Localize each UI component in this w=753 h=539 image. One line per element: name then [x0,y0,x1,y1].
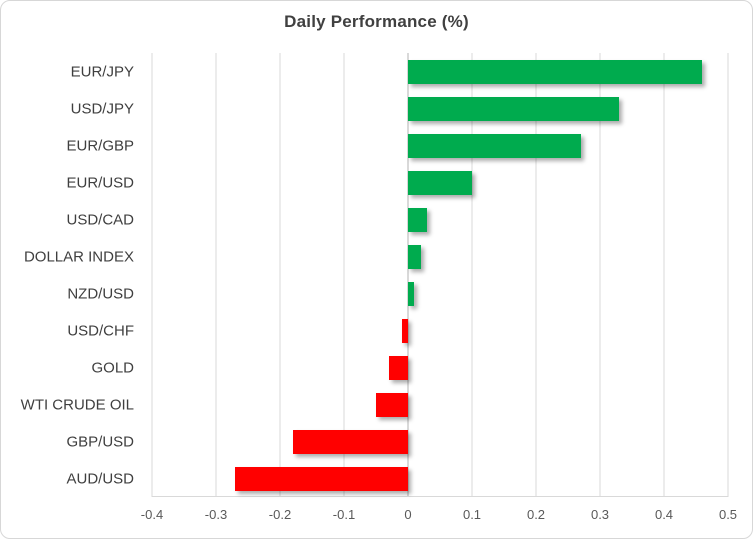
bar-negative [388,355,408,380]
bar-negative [235,466,408,491]
bar-positive [408,207,428,232]
bar-row: USD/JPY [71,90,728,127]
x-tick-label: 0.2 [526,507,546,522]
category-label: USD/CHF [67,322,134,339]
category-label: EUR/JPY [70,63,134,80]
chart-title: Daily Performance (%) [284,12,469,31]
bar-positive [408,281,415,306]
x-tick-label: 0.4 [654,507,674,522]
bar-positive [408,244,421,269]
category-label: WTI CRUDE OIL [20,396,134,413]
x-tick-label: -0.2 [268,507,292,522]
bar-positive [408,96,620,121]
category-label: USD/CAD [66,211,134,228]
bar-row: GBP/USD [66,423,728,460]
x-tick-label: 0 [404,507,412,522]
x-axis: -0.4 -0.3 -0.2 -0.1 0 0.1 0.2 0.3 0.4 0.5 [141,497,737,527]
bar-negative [401,318,408,343]
bar-row: WTI CRUDE OIL [21,386,728,423]
bar-positive [408,133,581,158]
gridline [599,53,601,497]
gridline [471,53,473,497]
x-tick-label: -0.3 [204,507,228,522]
bar-row: EUR/JPY [71,53,728,90]
gridline [727,53,729,497]
bar-row: USD/CHF [67,312,728,349]
category-label: DOLLAR INDEX [23,248,134,265]
category-label: USD/JPY [70,100,134,117]
category-label: EUR/GBP [66,137,134,154]
bar-row: DOLLAR INDEX [24,238,728,275]
bar-row: GOLD [91,349,728,386]
category-label: GOLD [91,359,134,376]
bar-positive [408,59,703,84]
x-tick-label: 0.5 [718,507,738,522]
bar-row: AUD/USD [66,460,728,497]
category-label: AUD/USD [66,470,134,487]
gridline [535,53,537,497]
x-tick-label: 0.1 [462,507,482,522]
bar-row: EUR/GBP [66,127,728,164]
gridline [215,53,217,497]
bar-negative [292,429,408,454]
gridline [663,53,665,497]
bar-row: NZD/USD [67,275,728,312]
plot-area: EUR/JPY USD/JPY EUR/GBP EUR/USD USD/CAD DOLLA… [21,53,737,522]
bar-row: EUR/USD [66,164,728,201]
category-label: NZD/USD [67,285,134,302]
gridline [343,53,345,497]
category-label: EUR/USD [66,174,134,191]
gridline [279,53,281,497]
zero-axis-line [407,53,409,497]
bar-positive [408,170,472,195]
x-tick-label: -0.4 [140,507,164,522]
category-label: GBP/USD [66,433,134,450]
x-tick-label: -0.1 [332,507,356,522]
bar-negative [376,392,408,417]
x-tick-label: 0.3 [590,507,610,522]
x-axis-line [152,496,728,497]
gridline [151,53,153,497]
bar-row: USD/CAD [66,201,728,238]
